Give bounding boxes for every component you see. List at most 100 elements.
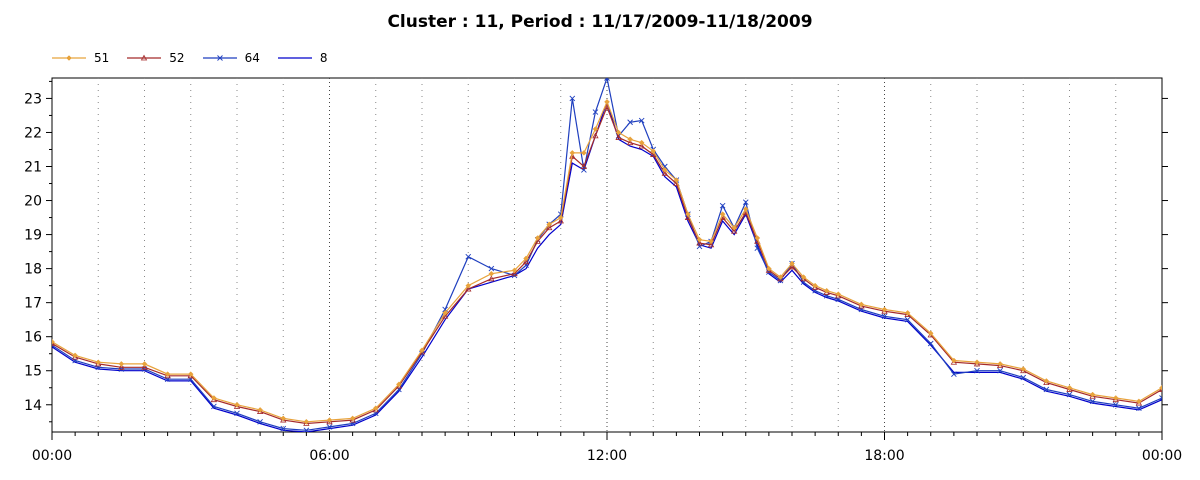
data-point-51 bbox=[72, 352, 78, 359]
y-tick-label: 14 bbox=[24, 398, 42, 414]
data-point-51 bbox=[442, 310, 448, 316]
data-point-52 bbox=[626, 139, 634, 146]
data-point-51 bbox=[1089, 391, 1096, 398]
legend-item-64: 64 bbox=[202, 51, 260, 65]
data-point-52 bbox=[696, 239, 703, 246]
data-point-64 bbox=[569, 95, 576, 102]
data-point-51 bbox=[997, 361, 1003, 367]
data-point-64 bbox=[604, 78, 610, 81]
legend-label: 52 bbox=[169, 51, 185, 65]
y-tick-label: 15 bbox=[24, 364, 42, 380]
data-point-52 bbox=[118, 364, 125, 370]
data-point-52 bbox=[638, 142, 645, 149]
data-point-52 bbox=[731, 227, 738, 234]
legend-marker bbox=[66, 55, 72, 61]
y-tick-label: 23 bbox=[24, 91, 42, 107]
legend-swatch bbox=[52, 55, 86, 61]
legend-item-51: 51 bbox=[52, 51, 109, 65]
data-point-51 bbox=[696, 236, 703, 243]
legend-item-52: 52 bbox=[127, 51, 185, 65]
data-point-51 bbox=[1066, 384, 1073, 391]
data-point-64 bbox=[997, 367, 1003, 374]
y-tick-label: 16 bbox=[24, 330, 42, 346]
data-point-64 bbox=[211, 403, 217, 410]
data-point-51 bbox=[488, 270, 495, 277]
data-point-64 bbox=[1112, 401, 1119, 408]
data-point-51 bbox=[1136, 398, 1142, 405]
data-point-51 bbox=[766, 265, 772, 272]
data-point-51 bbox=[534, 235, 541, 241]
data-point-64 bbox=[974, 367, 980, 374]
data-point-51 bbox=[615, 129, 622, 136]
data-point-51 bbox=[211, 395, 217, 401]
data-point-64 bbox=[881, 313, 888, 320]
y-tick-label: 22 bbox=[24, 125, 42, 141]
data-point-51 bbox=[789, 260, 795, 267]
x-tick-label: 06:00 bbox=[309, 448, 349, 464]
legend-swatch bbox=[277, 57, 312, 59]
data-point-64 bbox=[1043, 386, 1050, 393]
data-point-52 bbox=[707, 241, 715, 248]
x-tick-label: 00:00 bbox=[32, 448, 72, 464]
data-point-51 bbox=[523, 255, 529, 262]
data-point-64 bbox=[1089, 398, 1096, 405]
data-point-51 bbox=[164, 371, 171, 377]
data-point-64 bbox=[234, 410, 240, 417]
data-point-51 bbox=[731, 224, 738, 231]
data-point-51 bbox=[234, 401, 240, 408]
data-point-51 bbox=[800, 274, 807, 280]
data-point-52 bbox=[522, 258, 530, 265]
data-point-51 bbox=[349, 415, 356, 422]
legend-label: 8 bbox=[319, 51, 328, 65]
data-point-51 bbox=[557, 214, 564, 221]
data-point-64 bbox=[1020, 374, 1027, 381]
data-point-51 bbox=[835, 291, 842, 297]
data-point-51 bbox=[777, 274, 784, 280]
series-line-52 bbox=[52, 105, 1162, 425]
data-point-52 bbox=[661, 169, 668, 176]
data-point-51 bbox=[396, 381, 402, 388]
data-point-64 bbox=[257, 418, 263, 425]
data-point-51 bbox=[280, 415, 287, 422]
data-point-52 bbox=[488, 275, 495, 282]
series-line-8 bbox=[52, 99, 1162, 432]
legend-item-8: 8 bbox=[277, 51, 328, 65]
data-point-52 bbox=[650, 151, 657, 157]
data-point-52 bbox=[788, 263, 796, 270]
data-point-64 bbox=[303, 427, 310, 432]
data-point-51 bbox=[708, 238, 714, 245]
data-point-51 bbox=[951, 357, 957, 364]
data-point-51 bbox=[52, 338, 55, 345]
data-point-51 bbox=[581, 150, 587, 156]
data-point-51 bbox=[465, 282, 472, 289]
legend-marker bbox=[216, 55, 223, 61]
data-point-64 bbox=[488, 265, 495, 272]
data-point-51 bbox=[569, 150, 576, 156]
data-point-51 bbox=[95, 359, 102, 366]
data-point-64 bbox=[326, 424, 333, 430]
data-point-52 bbox=[592, 132, 599, 139]
data-point-52 bbox=[465, 285, 472, 292]
y-tick-label: 18 bbox=[24, 262, 42, 278]
data-point-51 bbox=[1020, 366, 1027, 372]
data-point-64 bbox=[927, 340, 934, 347]
data-point-51 bbox=[257, 407, 263, 413]
x-tick-label: 18:00 bbox=[864, 448, 904, 464]
data-point-52 bbox=[511, 270, 518, 277]
data-point-51 bbox=[650, 148, 657, 155]
series-64 bbox=[52, 78, 1162, 432]
y-tick-label: 17 bbox=[24, 296, 42, 312]
data-point-51 bbox=[118, 361, 125, 367]
y-tick-label: 19 bbox=[24, 228, 42, 244]
x-tick-label: 00:00 bbox=[1142, 448, 1182, 464]
data-point-64 bbox=[1136, 405, 1142, 411]
data-point-51 bbox=[881, 306, 888, 313]
series-51 bbox=[52, 98, 1162, 425]
data-point-51 bbox=[303, 418, 310, 425]
data-point-51 bbox=[372, 405, 379, 412]
data-point-51 bbox=[754, 235, 761, 241]
data-point-51 bbox=[1112, 395, 1119, 401]
data-point-64 bbox=[627, 119, 633, 126]
data-point-51 bbox=[326, 417, 333, 423]
